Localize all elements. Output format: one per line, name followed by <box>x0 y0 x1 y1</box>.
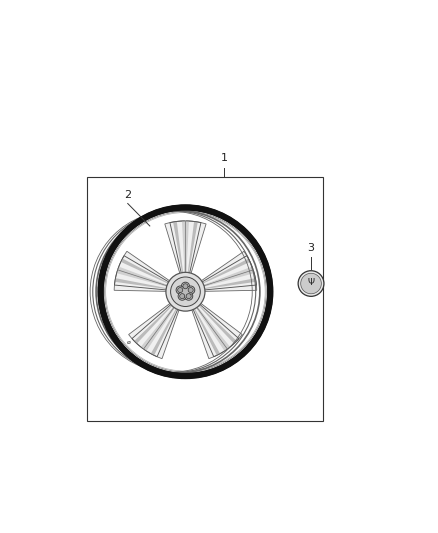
Polygon shape <box>194 308 220 356</box>
Polygon shape <box>201 251 253 286</box>
Polygon shape <box>121 259 170 284</box>
Polygon shape <box>141 306 176 351</box>
Ellipse shape <box>184 292 193 300</box>
Ellipse shape <box>187 286 195 294</box>
Polygon shape <box>203 278 256 289</box>
Polygon shape <box>203 271 257 292</box>
Polygon shape <box>202 266 254 287</box>
Polygon shape <box>187 221 198 274</box>
Polygon shape <box>198 304 237 344</box>
Polygon shape <box>117 266 168 287</box>
Polygon shape <box>129 303 174 349</box>
Ellipse shape <box>180 294 185 298</box>
Text: 1: 1 <box>221 153 228 163</box>
Ellipse shape <box>181 287 190 296</box>
Polygon shape <box>114 271 168 292</box>
Polygon shape <box>134 304 173 344</box>
Ellipse shape <box>176 286 184 294</box>
Bar <box>87 177 323 421</box>
Ellipse shape <box>170 277 200 306</box>
Polygon shape <box>195 306 230 351</box>
Polygon shape <box>182 221 189 273</box>
Ellipse shape <box>188 287 193 293</box>
Ellipse shape <box>186 294 191 298</box>
Polygon shape <box>173 221 183 274</box>
Ellipse shape <box>178 287 183 293</box>
Text: 2: 2 <box>124 190 131 200</box>
Ellipse shape <box>183 284 188 289</box>
Text: Ψ: Ψ <box>307 278 314 287</box>
Ellipse shape <box>166 272 205 311</box>
Polygon shape <box>165 221 185 274</box>
Polygon shape <box>144 306 180 359</box>
Ellipse shape <box>102 209 268 374</box>
Ellipse shape <box>298 271 324 296</box>
Polygon shape <box>115 278 167 289</box>
Ellipse shape <box>114 221 257 363</box>
Ellipse shape <box>181 282 190 290</box>
Polygon shape <box>201 259 250 284</box>
Polygon shape <box>118 251 170 286</box>
Ellipse shape <box>301 273 321 294</box>
Polygon shape <box>196 303 242 349</box>
Ellipse shape <box>178 292 186 300</box>
Text: 3: 3 <box>307 243 314 253</box>
Text: ø: ø <box>127 340 131 345</box>
Polygon shape <box>186 221 206 274</box>
Polygon shape <box>151 308 177 356</box>
Ellipse shape <box>178 285 192 298</box>
Polygon shape <box>191 306 226 359</box>
